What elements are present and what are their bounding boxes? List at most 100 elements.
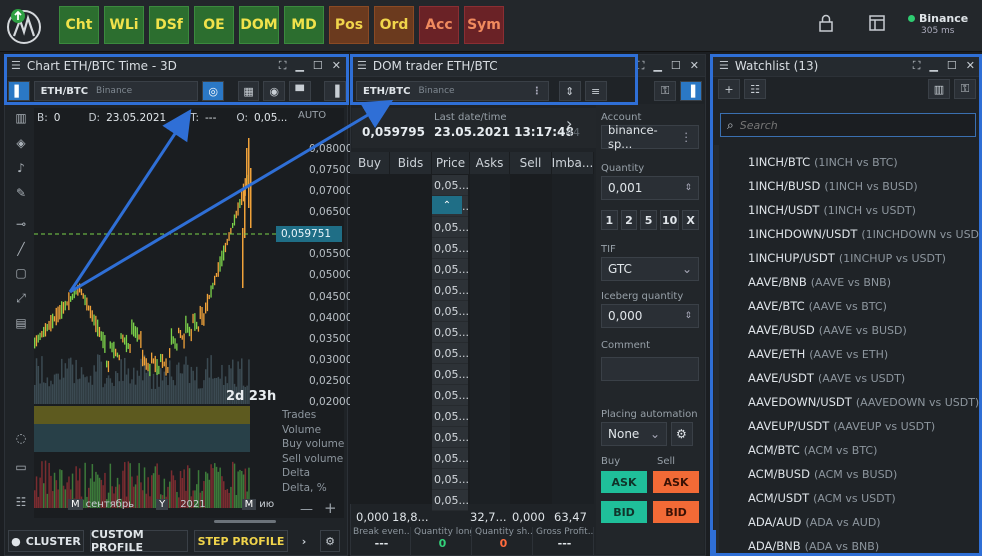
toolbar-button-md[interactable]: MD (284, 6, 324, 44)
trash-icon[interactable]: ▭ (15, 459, 27, 474)
zoom-out-icon[interactable]: — (300, 502, 313, 517)
watchlist-item[interactable]: ACM/BTC (ACM vs BTC) (748, 443, 877, 457)
gear-icon[interactable]: ⚙ (320, 530, 340, 552)
app-logo[interactable] (4, 6, 44, 46)
calculator-icon[interactable]: ▦ (237, 81, 260, 101)
price-cell[interactable]: 0,05... (432, 238, 469, 259)
panel-icon[interactable]: ▐ (324, 81, 346, 101)
account-select[interactable]: binance-sp... ⋮ (601, 123, 699, 151)
maximize-icon[interactable]: ☐ (946, 58, 957, 72)
price-cell[interactable]: 0,05... (432, 427, 469, 448)
quantity-preset-button[interactable]: 2 (620, 210, 638, 230)
watchlist-item[interactable]: ACM/BUSD (ACM vs BUSD) (748, 467, 897, 481)
horizontal-line-icon[interactable]: ⊸ (15, 216, 27, 231)
watchlist-item[interactable]: 1INCHDOWN/USDT (1INCHDOWN vs USDT) (748, 227, 982, 241)
chevron-up-icon[interactable]: ⌃ (432, 196, 462, 214)
close-icon[interactable]: ✕ (965, 58, 975, 72)
gear-icon[interactable]: ⚙ (671, 422, 693, 446)
price-cell[interactable]: 0,05... (432, 301, 469, 322)
stepper-icon[interactable]: ⇕ (684, 183, 692, 193)
pencil-icon[interactable]: ✎ (15, 185, 27, 200)
bars-icon[interactable]: ▥ (928, 79, 950, 99)
price-cell[interactable]: 0,05... (432, 448, 469, 469)
toolbar-button-sym[interactable]: Sym (464, 6, 504, 44)
toolbar-button-oe[interactable]: OE (194, 6, 234, 44)
watchlist-item[interactable]: AAVE/BUSD (AAVE vs BUSD) (748, 323, 907, 337)
list-icon[interactable]: ☷ (744, 79, 766, 99)
lock-icon[interactable]: ⚿ (654, 81, 677, 101)
sell-ask-button[interactable]: ASK (653, 471, 699, 493)
quantity-preset-button[interactable]: 1 (601, 210, 618, 230)
template-icon[interactable]: ▀ (288, 81, 311, 101)
chevron-right-icon[interactable]: › (566, 114, 573, 133)
watchlist-item[interactable]: 1INCH/BTC (1INCH vs BTC) (748, 155, 898, 169)
fullscreen-icon[interactable]: ⛶ (278, 58, 287, 72)
fullscreen-icon[interactable]: ⛶ (912, 58, 921, 72)
watchlist-item[interactable]: AAVE/ETH (AAVE vs ETH) (748, 347, 888, 361)
stepper-icon[interactable]: ⇕ (684, 311, 692, 321)
price-cell[interactable]: 0,05... (432, 217, 469, 238)
minimize-icon[interactable]: ▁ (929, 58, 938, 72)
price-cell[interactable]: 0,05... (432, 322, 469, 343)
watchlist-item[interactable]: AAVE/USDT (AAVE vs USDT) (748, 371, 905, 385)
toolbar-button-cht[interactable]: Cht (59, 6, 99, 44)
watchlist-item[interactable]: ACM/USDT (ACM vs USDT) (748, 491, 896, 505)
buy-ask-button[interactable]: ASK (601, 471, 647, 493)
menu-icon[interactable]: ☰ (357, 59, 367, 72)
ruler-icon[interactable]: ▤ (15, 316, 27, 331)
toolbar-button-dsf[interactable]: DSf (149, 6, 189, 44)
auto-scale-label[interactable]: AUTO (298, 110, 327, 121)
chart-scrollbar[interactable] (214, 520, 276, 523)
price-cell[interactable]: 0,05... (432, 343, 469, 364)
toolbar-button-pos[interactable]: Pos (329, 6, 369, 44)
dom-symbol-selector[interactable]: ETH/BTC Binance ⋮ (356, 81, 549, 101)
add-icon[interactable]: + (718, 79, 740, 99)
bell-icon[interactable]: ♪ (17, 161, 25, 176)
price-cell[interactable]: 0,05... (432, 280, 469, 301)
menu-icon[interactable]: ☰ (719, 59, 729, 72)
close-icon[interactable]: ✕ (689, 58, 699, 72)
list-icon[interactable]: ☷ (15, 494, 27, 509)
iceberg-input[interactable]: 0,000 ⇕ (601, 304, 699, 328)
toolbar-button-wli[interactable]: WLi (104, 6, 144, 44)
toolbar-button-acc[interactable]: Acc (419, 6, 459, 44)
watchlist-item[interactable]: 1INCHUP/USDT (1INCHUP vs USDT) (748, 251, 946, 265)
dom-column-header[interactable]: Imba... (552, 152, 594, 174)
quantity-input[interactable]: 0,001 ⇕ (601, 176, 699, 200)
indicator-icon[interactable]: ◎ (202, 81, 224, 101)
center-icon[interactable]: ⇕ (558, 81, 581, 101)
dom-column-header[interactable]: Asks (470, 152, 510, 174)
quantity-preset-button[interactable]: 5 (640, 210, 657, 230)
lock-icon[interactable] (815, 14, 837, 36)
close-icon[interactable]: ✕ (331, 58, 341, 72)
sell-bid-button[interactable]: BID (653, 501, 699, 523)
watchlist-item[interactable]: 1INCH/BUSD (1INCH vs BUSD) (748, 179, 918, 193)
toolbar-button-ord[interactable]: Ord (374, 6, 414, 44)
bars-icon[interactable]: ▥ (15, 111, 27, 126)
price-cell[interactable]: 0,05... (432, 406, 469, 427)
rectangle-icon[interactable]: ▢ (15, 266, 27, 281)
price-cell[interactable]: 0,05... (432, 490, 469, 511)
quantity-preset-button[interactable]: 10 (659, 210, 680, 230)
dom-column-header[interactable]: Sell (510, 152, 552, 174)
dom-column-header[interactable]: Buy (350, 152, 390, 174)
chevron-right-icon[interactable]: › (301, 534, 307, 548)
watchlist-item[interactable]: 1INCH/USDT (1INCH vs USDT) (748, 203, 916, 217)
more-icon[interactable]: ⋮ (531, 85, 542, 97)
maximize-icon[interactable]: ☐ (670, 58, 681, 72)
search-input[interactable] (739, 118, 950, 132)
custom-profile-button[interactable]: CUSTOM PROFILE (90, 528, 188, 554)
zoom-in-icon[interactable]: + (324, 499, 337, 517)
watchlist-scrollbar[interactable] (712, 530, 716, 554)
lock-icon[interactable]: ⚿ (954, 79, 976, 99)
automation-select[interactable]: None ⌄ (601, 422, 667, 446)
menu-icon[interactable]: ☰ (11, 59, 21, 72)
price-cell[interactable]: 0,05... (432, 259, 469, 280)
dom-column-header[interactable]: Bids (390, 152, 432, 174)
panel-icon[interactable]: ▐ (680, 81, 702, 101)
maximize-icon[interactable]: ☐ (312, 58, 323, 72)
quantity-preset-button[interactable]: X (682, 210, 699, 230)
watchlist-item[interactable]: AAVE/BTC (AAVE vs BTC) (748, 299, 887, 313)
minimize-icon[interactable]: ▁ (653, 58, 662, 72)
fullscreen-icon[interactable]: ⛶ (636, 58, 645, 72)
